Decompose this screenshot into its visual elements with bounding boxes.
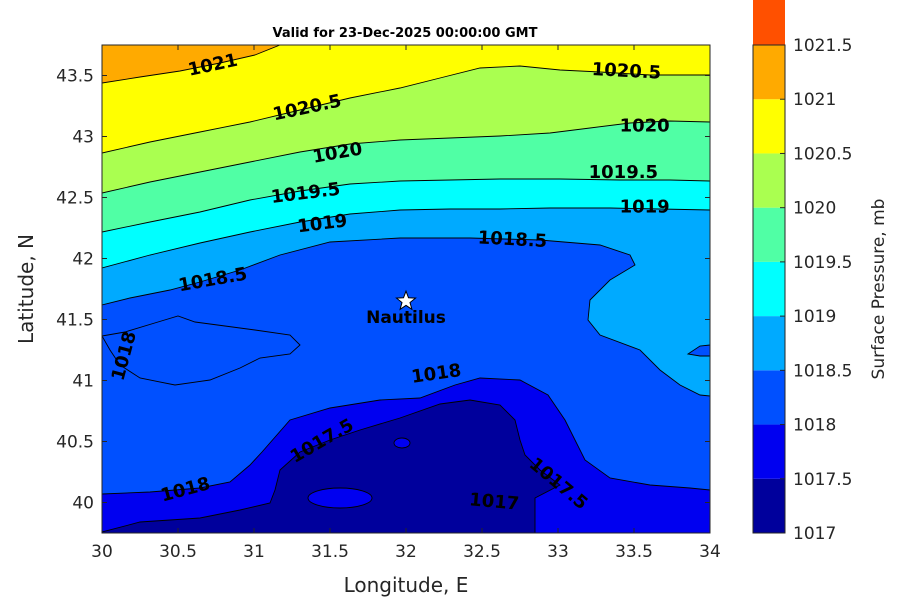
contour-line-1021 bbox=[102, 45, 281, 84]
colorbar-segment bbox=[753, 316, 785, 371]
colorbar: 1017 1017.5 1018 1018.5 1019 1019.5 1020 1020.5… bbox=[752, 0, 852, 544]
colorbar-segment bbox=[753, 99, 785, 154]
contour-fill-area: 10211020.51020.5102010201019.51019.51019… bbox=[102, 45, 710, 533]
x-tick-label: 30 bbox=[91, 542, 113, 562]
contour-label: 1020.5 bbox=[591, 59, 661, 84]
contour-line-1019-5 bbox=[102, 178, 710, 233]
contour-line-1017 bbox=[307, 487, 373, 509]
contour-line-1018-5 bbox=[102, 237, 710, 397]
colorbar-tick-label: 1017 bbox=[793, 524, 836, 544]
colorbar-tick-label: 1018 bbox=[793, 416, 836, 436]
colorbar-frame bbox=[752, 44, 786, 534]
contour-line-1019 bbox=[102, 207, 710, 269]
y-tick-label: 40 bbox=[72, 494, 94, 514]
colorbar-tick-label: 1019 bbox=[793, 307, 836, 327]
band-1018-east-blob bbox=[688, 345, 710, 356]
contour-line-1020 bbox=[102, 120, 710, 194]
colorbar-tick-label: 1018.5 bbox=[793, 361, 852, 381]
band-1017-5-hole bbox=[308, 488, 372, 508]
band-1017-5-hole-small bbox=[394, 438, 410, 448]
colorbar-tick-label: 1017.5 bbox=[793, 470, 852, 490]
colorbar-segment bbox=[753, 153, 785, 208]
colorbar-tick-label: 1020.5 bbox=[793, 144, 852, 164]
colorbar-segment bbox=[753, 207, 785, 262]
x-tick-label: 31 bbox=[243, 542, 265, 562]
colorbar-segment bbox=[753, 424, 785, 479]
colorbar-label: Surface Pressure, mb bbox=[869, 199, 889, 380]
y-tick-label: 41 bbox=[72, 372, 94, 392]
y-tick-label: 43.5 bbox=[56, 67, 94, 87]
station-marker: Nautilus bbox=[366, 289, 446, 328]
contour-label: 1017 bbox=[468, 489, 520, 514]
x-tick-label: 34 bbox=[699, 542, 721, 562]
contour-line-1018 bbox=[102, 377, 710, 495]
band-1020-5 bbox=[102, 45, 710, 153]
colorbar-tick-label: 1019.5 bbox=[793, 253, 852, 273]
contour-line-1017-5 bbox=[102, 399, 561, 533]
contour-line-1020-5 bbox=[102, 65, 710, 154]
marker-label: Nautilus bbox=[366, 308, 446, 328]
contour-line-1018-east bbox=[686, 344, 710, 357]
x-tick-label: 32.5 bbox=[463, 542, 501, 562]
x-tick-label: 30.5 bbox=[159, 542, 197, 562]
chart-title: Valid for 23-Dec-2025 00:00:00 GMT bbox=[273, 26, 538, 41]
x-tick-label: 33 bbox=[547, 542, 569, 562]
colorbar-segment bbox=[753, 0, 785, 45]
y-tick-label: 42.5 bbox=[56, 189, 94, 209]
band-1021 bbox=[102, 45, 280, 83]
colorbar-tick-label: 1021 bbox=[793, 90, 836, 110]
colorbar-segment bbox=[753, 370, 785, 425]
y-tick-label: 40.5 bbox=[56, 433, 94, 453]
contour-label: 1020 bbox=[620, 116, 670, 137]
y-axis-label: Latitude, N bbox=[14, 234, 38, 344]
contour-label: 1018.5 bbox=[477, 227, 547, 252]
y-tick-label: 43 bbox=[72, 128, 94, 148]
star-icon bbox=[395, 289, 417, 311]
y-tick-label: 42 bbox=[72, 250, 94, 270]
band-1018-west-blob bbox=[102, 316, 300, 385]
y-tick-label: 41.5 bbox=[56, 311, 94, 331]
colorbar-segment bbox=[753, 261, 785, 317]
contour-label: 1019.5 bbox=[589, 162, 658, 183]
colorbar-segment bbox=[753, 45, 785, 100]
x-tick-label: 31.5 bbox=[311, 542, 349, 562]
x-axis-ticks: 30 30.5 31 31.5 32 32.5 33 33.5 34 bbox=[91, 45, 721, 562]
y-axis-ticks: 40 40.5 41 41.5 42 42.5 43 43.5 bbox=[56, 67, 710, 514]
x-tick-label: 33.5 bbox=[615, 542, 653, 562]
colorbar-segment bbox=[753, 478, 785, 533]
x-axis-label: Longitude, E bbox=[344, 573, 469, 597]
band-1017 bbox=[102, 400, 560, 533]
x-tick-label: 32 bbox=[395, 542, 417, 562]
contour-line-1017-small bbox=[393, 437, 411, 449]
colorbar-tick-label: 1020 bbox=[793, 199, 836, 219]
contour-label: 1019 bbox=[620, 196, 670, 217]
contour-line-1018-west bbox=[102, 315, 301, 386]
colorbar-tick-label: 1021.5 bbox=[793, 36, 852, 56]
